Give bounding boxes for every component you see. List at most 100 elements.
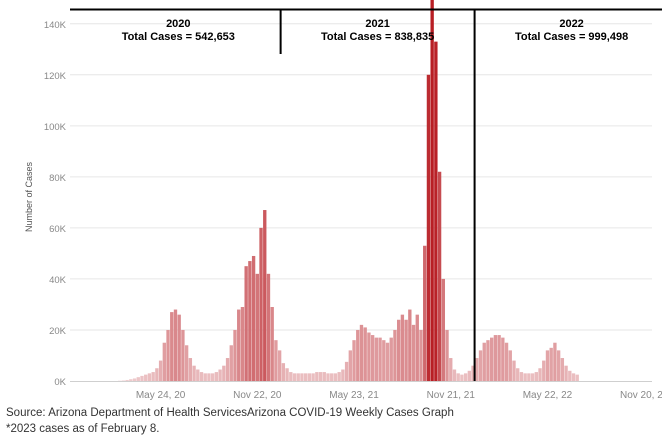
bar-week (397, 319, 401, 381)
y-tick-label: 100K (44, 122, 67, 133)
bar-week (497, 335, 501, 381)
x-tick-label: May 23, 21 (329, 390, 379, 400)
year-total: Total Cases = 999,498 (515, 31, 628, 43)
bar-week (292, 373, 297, 381)
source-note: Source: Arizona Department of Health Ser… (6, 407, 454, 419)
bar-week (162, 342, 166, 381)
bar-week (240, 307, 245, 381)
bar-week (140, 375, 144, 381)
bar-week (188, 358, 193, 381)
bar-week (426, 74, 431, 382)
y-tick-label: 0K (54, 377, 66, 388)
bar-week (519, 372, 524, 381)
bar-week (237, 309, 241, 381)
bar-week (181, 329, 185, 381)
y-tick-label: 20K (49, 326, 67, 337)
bar-week (315, 372, 319, 381)
bar-week (456, 373, 460, 381)
bar-week (493, 335, 498, 381)
bar-week (367, 332, 371, 381)
bar-week (203, 373, 207, 381)
bar-week (393, 329, 397, 381)
bar-week (382, 340, 386, 381)
bar-week (501, 337, 505, 381)
x-tick-label: Nov 21, 21 (427, 390, 476, 400)
bar-week (311, 373, 315, 381)
bar-week (542, 360, 546, 381)
bar-week (118, 380, 122, 382)
bar-week (289, 372, 293, 381)
year-label: 2020 (166, 18, 190, 30)
bar-week (211, 373, 215, 381)
bar-week (341, 369, 345, 381)
bar-week (415, 314, 419, 381)
bar-week (575, 374, 579, 381)
bar-week (568, 370, 572, 381)
bar-week (463, 373, 468, 381)
bar-week (196, 369, 200, 381)
bar-week (132, 378, 137, 381)
bar-week (441, 278, 445, 381)
bar-week (549, 347, 553, 381)
bar-week (144, 374, 148, 381)
year-label: 2021 (365, 18, 389, 30)
bar-week (538, 368, 542, 381)
bar-week (322, 372, 326, 381)
bar-week (199, 372, 204, 381)
bar-week (259, 227, 263, 381)
bar-week (504, 342, 509, 381)
bar-week (285, 368, 289, 381)
bar-week (560, 358, 565, 381)
bar-week (419, 329, 423, 381)
bar-week (129, 379, 133, 381)
bar-week (482, 342, 486, 381)
x-tick-label: Nov 22, 20 (233, 390, 282, 400)
x-tick-label: May 22, 22 (523, 390, 573, 400)
bar-week (218, 369, 222, 381)
y-tick-label: 60K (49, 224, 67, 235)
bar-week (125, 379, 129, 381)
bar-week (170, 312, 174, 381)
bar-week (516, 368, 520, 381)
bar-week (244, 266, 248, 381)
bar-week (277, 350, 282, 381)
bar-week (337, 372, 341, 381)
y-tick-label: 120K (44, 71, 67, 82)
bar-week (330, 373, 334, 381)
bar-week (486, 340, 490, 381)
bar-week (300, 373, 304, 381)
y-tick-label: 80K (49, 173, 67, 184)
bar-week (445, 329, 449, 381)
bar-week (173, 309, 178, 381)
bar-week (553, 342, 557, 381)
bar-week (304, 373, 308, 381)
bar-week (344, 361, 349, 381)
bar-week (166, 329, 170, 381)
asterisk-note: *2023 cases as of February 8. (6, 423, 160, 435)
bar-week (270, 307, 274, 381)
bar-week (359, 324, 364, 381)
bar-week (530, 373, 535, 381)
bar-week (296, 373, 300, 381)
bar-week (222, 365, 226, 381)
bar-week (363, 327, 367, 381)
bar-week (184, 345, 189, 381)
bar-week (385, 342, 390, 381)
bar-week (378, 337, 382, 381)
bar-week (478, 350, 483, 381)
bar-week (471, 365, 475, 381)
bar-week (556, 350, 561, 381)
year-total: Total Cases = 838,835 (321, 31, 434, 43)
bar-week (318, 372, 323, 381)
bar-week (564, 365, 568, 381)
bar-week (523, 373, 527, 381)
bar-week (527, 373, 531, 381)
bar-week (263, 210, 267, 381)
bar-week (251, 255, 256, 381)
bar-week (434, 41, 438, 381)
bar-week (158, 360, 163, 381)
bar-week (411, 324, 416, 381)
bar-week (490, 337, 494, 381)
x-tick-label: May 24, 20 (136, 390, 186, 400)
year-total: Total Cases = 542,653 (122, 31, 235, 43)
